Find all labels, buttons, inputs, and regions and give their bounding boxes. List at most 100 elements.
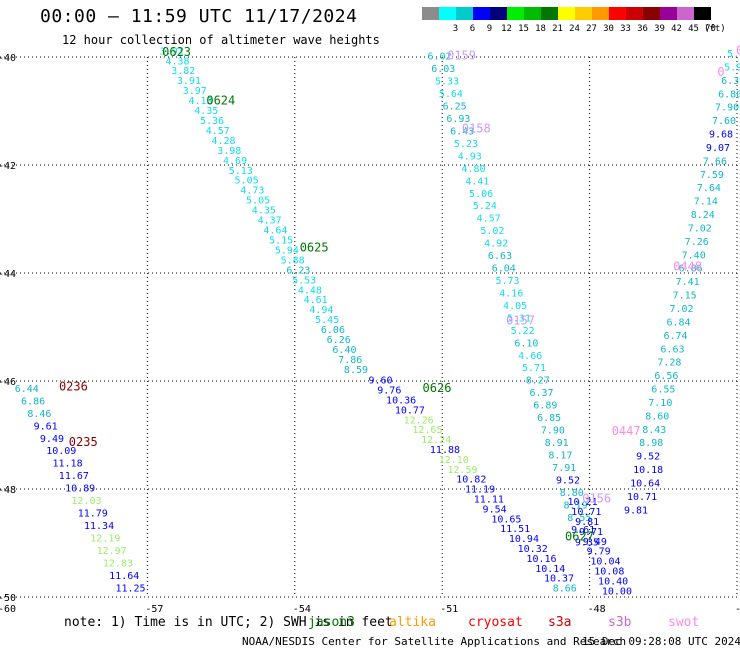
wave-height-value: 8.59	[344, 365, 368, 376]
wave-height-value: 6.04	[492, 264, 516, 275]
legend-bin-label: 3	[453, 24, 458, 34]
wave-height-value: 10.36	[386, 396, 416, 407]
wave-height-value: 4.35	[252, 206, 276, 217]
footer-timestamp: 15 Dec 09:28:08 UTC 2024	[582, 635, 740, 648]
satellite-legend-s3b: s3b	[608, 615, 632, 630]
wave-height-value: 4.73	[240, 186, 264, 197]
satellite-legend-cryosat: cryosat	[468, 615, 523, 630]
wave-height-value: 11.34	[84, 521, 114, 532]
legend-swatch	[592, 7, 609, 20]
longitude-tick-label: -57	[145, 604, 163, 615]
pass-label: 0158	[462, 122, 491, 136]
wave-height-value: 5.45	[315, 315, 339, 326]
wave-height-value: 5.96	[727, 49, 740, 60]
wave-height-value: 5.22	[511, 326, 535, 337]
wave-height-value: 8.43	[642, 425, 666, 436]
wave-height-value: 4.13	[188, 96, 212, 107]
wave-height-value: 11.51	[500, 524, 530, 535]
wave-height-value: 5.05	[235, 176, 259, 187]
wave-height-value: 3.82	[171, 66, 195, 77]
latitude-tick-label: -50	[0, 593, 16, 604]
wave-height-value: 6.89	[533, 401, 557, 412]
latitude-tick-label: -46	[0, 377, 16, 388]
wave-height-value: 8.27	[526, 376, 550, 387]
wave-height-value: 4.61	[304, 295, 328, 306]
wave-height-value: 4.94	[309, 305, 333, 316]
wave-height-value: 4.37	[258, 216, 282, 227]
wave-height-value: 6.86	[679, 264, 703, 275]
wave-height-value: 8.98	[639, 438, 663, 449]
wave-height-value: 5.31	[507, 313, 531, 324]
pass-label: 0624	[206, 94, 235, 108]
wave-height-value: 3.98	[217, 146, 241, 157]
wave-height-value: 9.52	[556, 475, 580, 486]
legend-bin-label: 12	[501, 24, 512, 34]
pass-label: 0156	[582, 492, 611, 506]
wave-height-value: 5.13	[229, 166, 253, 177]
pass-label: 0625	[300, 240, 329, 254]
wave-height-value: 9.49	[583, 537, 607, 548]
wave-height-value: 5.36	[200, 116, 224, 127]
wave-height-value: 7.10	[648, 398, 672, 409]
satellite-legend-altika: altika	[389, 615, 436, 630]
wave-height-value: 11.18	[53, 459, 83, 470]
wave-height-value: 4.48	[298, 285, 322, 296]
legend-unit-label: (ft)	[704, 24, 726, 34]
wave-height-value: 7.02	[688, 223, 712, 234]
wave-height-value: 7.91	[552, 463, 576, 474]
wave-height-value: 12.24	[421, 435, 451, 446]
wave-height-value: 6.40	[332, 345, 356, 356]
legend-swatch	[524, 7, 541, 20]
wave-height-value: 11.79	[78, 509, 108, 520]
legend-swatch	[609, 7, 626, 20]
wave-height-value: 9.61	[34, 421, 58, 432]
legend-swatch	[507, 7, 524, 20]
wave-height-value: 4.64	[263, 226, 287, 237]
legend-swatch	[422, 7, 439, 20]
wave-height-value: 11.67	[59, 471, 89, 482]
wave-height-value: 12.19	[90, 534, 120, 545]
wave-height-value: 5.33	[435, 77, 459, 88]
wave-height-value: 7.02	[670, 304, 694, 315]
wave-height-value: 8.91	[545, 438, 569, 449]
wave-height-value: 5.02	[480, 226, 504, 237]
legend-swatch	[439, 7, 456, 20]
wave-height-value: 8.80	[560, 488, 584, 499]
wave-height-value: 9.60	[369, 376, 393, 387]
wave-height-value: 5.64	[439, 89, 463, 100]
legend-bin-label: 21	[552, 24, 563, 34]
wave-height-value: 7.90	[715, 103, 739, 114]
wave-height-value: 4.92	[484, 239, 508, 250]
satellite-legend-s3a: s3a	[548, 615, 571, 630]
legend-swatch	[558, 7, 575, 20]
wave-height-value: 10.89	[65, 484, 95, 495]
wave-height-value: 6.06	[321, 325, 345, 336]
wave-height-value: 11.19	[465, 485, 495, 496]
wave-height-value: 7.15	[673, 291, 697, 302]
wave-height-value: 10.00	[602, 586, 632, 597]
legend-bin-label: 18	[535, 24, 546, 34]
wave-height-value: 7.90	[541, 426, 565, 437]
latitude-tick-label: -48	[0, 485, 16, 496]
legend-bin-label: 42	[671, 24, 682, 34]
wave-height-value: 6.80	[718, 89, 740, 100]
wave-height-value: 4.66	[518, 351, 542, 362]
wave-height-value: 9.49	[40, 434, 64, 445]
wave-height-value: 5.71	[522, 363, 546, 374]
legend-swatch	[473, 7, 490, 20]
wave-height-value: 11.25	[115, 584, 145, 595]
legend-bin-label: 45	[688, 24, 699, 34]
wave-height-value: 7.40	[682, 250, 706, 261]
footer-credit: NOAA/NESDIS Center for Satellite Applica…	[242, 635, 627, 648]
wave-height-value: 8.17	[548, 450, 572, 461]
wave-height-value: 4.05	[503, 301, 527, 312]
wave-height-value: 7.41	[676, 277, 700, 288]
wave-height-value: 10.40	[598, 576, 628, 587]
legend-bin-label: 6	[470, 24, 475, 34]
wave-height-value: 8.24	[691, 210, 715, 221]
legend-swatch	[456, 7, 473, 20]
wave-height-value: 10.94	[509, 534, 539, 545]
wave-height-value: 7.26	[685, 237, 709, 248]
